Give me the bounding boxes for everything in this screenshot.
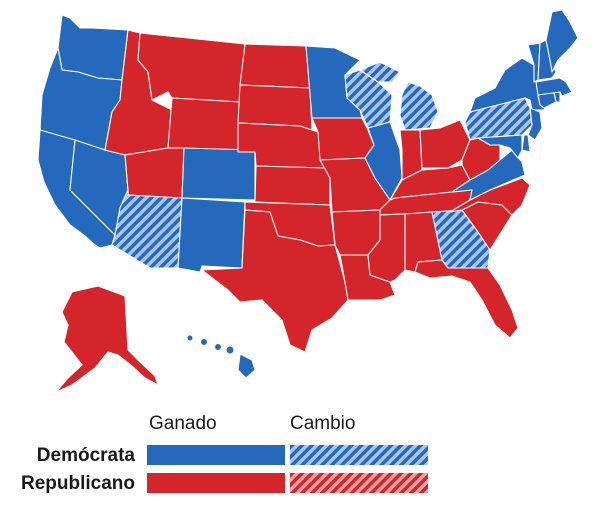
state-ia[interactable]: [311, 117, 375, 161]
state-ut[interactable]: [124, 147, 185, 199]
state-ak[interactable]: [55, 285, 159, 393]
state-me[interactable]: [545, 9, 579, 73]
state-co[interactable]: [181, 147, 256, 201]
state-hi[interactable]: [186, 334, 256, 379]
state-nj[interactable]: [527, 107, 543, 141]
legend-swatch-rep-won: [147, 473, 285, 493]
state-nm[interactable]: [177, 197, 246, 273]
state-nd[interactable]: [239, 43, 311, 89]
state-md[interactable]: [477, 134, 523, 159]
state-mt[interactable]: [137, 32, 246, 103]
state-ma[interactable]: [535, 77, 573, 97]
legend-swatch-dem-flip: [290, 445, 428, 465]
state-ks[interactable]: [254, 165, 331, 206]
legend-label-democrat: Demócrata: [36, 445, 135, 466]
state-fl[interactable]: [414, 259, 519, 339]
state-wa[interactable]: [57, 14, 129, 81]
state-tx[interactable]: [201, 209, 349, 353]
legend-swatch-rep-flip: [290, 473, 428, 493]
legend-header-won: Ganado: [149, 413, 217, 434]
state-az[interactable]: [111, 189, 183, 269]
state-vt[interactable]: [527, 42, 541, 83]
state-wy[interactable]: [167, 97, 241, 153]
state-de[interactable]: [521, 134, 531, 153]
legend-label-republican: Republicano: [20, 473, 135, 494]
legend-swatch-dem-won: [147, 445, 285, 465]
legend-header-flip: Cambio: [290, 413, 356, 434]
state-mi[interactable]: [359, 61, 439, 131]
